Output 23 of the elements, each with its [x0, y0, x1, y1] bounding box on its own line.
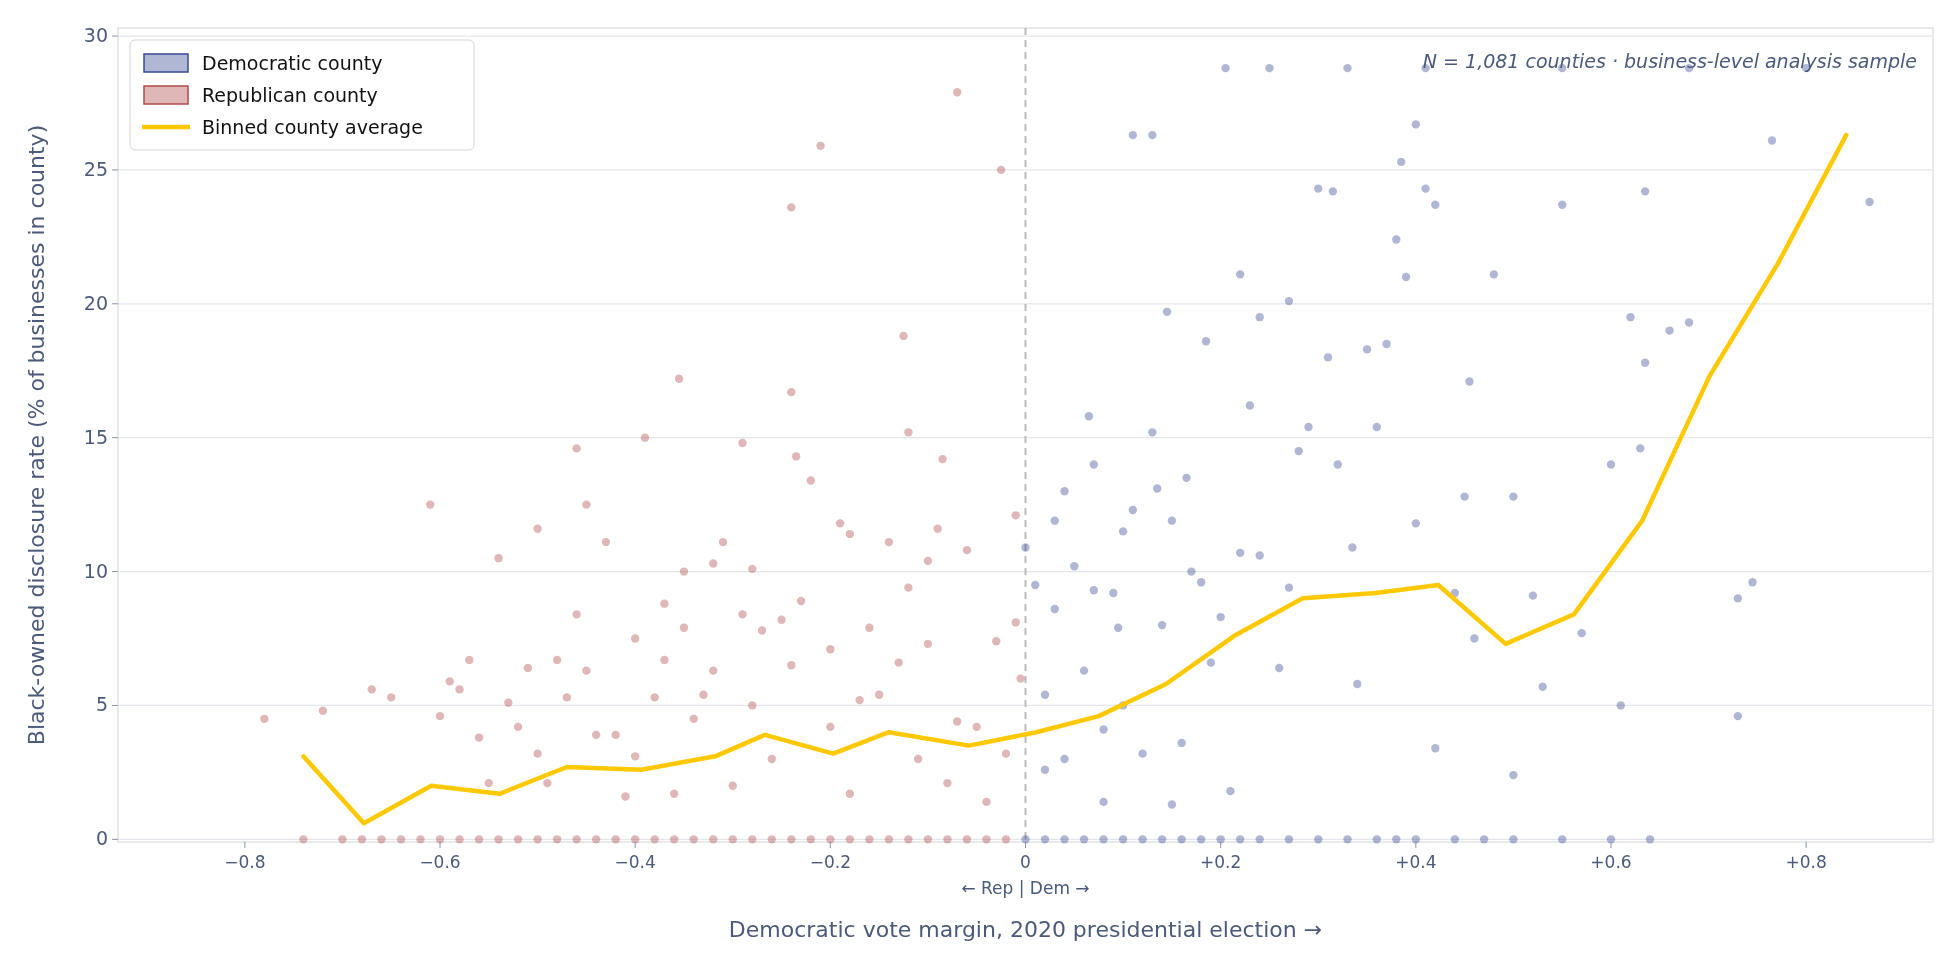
annotation: N = 1,081 counties · business-level analysis sample	[1422, 50, 1917, 72]
y-tick-label: 10	[83, 559, 108, 582]
y-tick-label: 0	[95, 827, 108, 850]
legend-label: Binned county average	[202, 116, 423, 138]
x-axis-title: Democratic vote margin, 2020 presidential election →	[728, 917, 1323, 942]
text: ← Rep | Dem →	[961, 878, 1090, 898]
x-tick-label: +0.8	[1785, 852, 1827, 872]
x-tick-label: +0.2	[1200, 852, 1242, 872]
y-axis-title: Black-owned disclosure rate (% of businesses in county)	[24, 124, 49, 746]
y-tick-label: 5	[95, 693, 108, 716]
x-tick-label: +0.6	[1590, 852, 1632, 872]
x-tick-label: +0.4	[1395, 852, 1437, 872]
x-tick-label: −0.8	[224, 852, 266, 872]
legend-label: Republican county	[202, 84, 378, 106]
y-tick-label: 30	[83, 24, 108, 47]
y-tick-label: 25	[83, 157, 108, 180]
y-tick-label: 15	[83, 425, 108, 448]
x-tick-label: 0	[1020, 852, 1031, 872]
x-tick-label: −0.2	[809, 852, 851, 872]
x-tick-label: −0.6	[419, 852, 461, 872]
legend-label: Democratic county	[202, 52, 383, 74]
y-tick-label: 20	[83, 291, 108, 314]
x-tick-label: −0.4	[614, 852, 656, 872]
